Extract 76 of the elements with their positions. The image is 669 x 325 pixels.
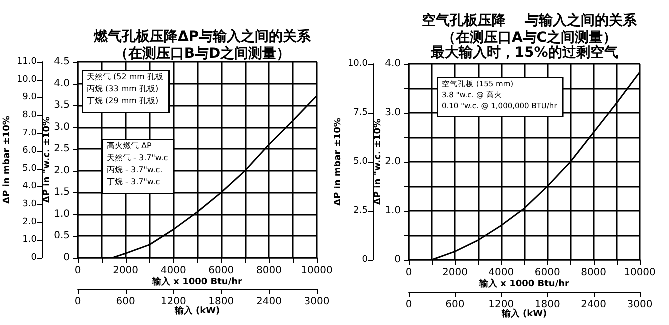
x2-tick-label: 1800: [208, 296, 234, 308]
y2-tick-label: 5.0: [354, 157, 368, 167]
x2-tick-label: 600: [116, 296, 136, 308]
y2-axis-title: ΔP in mbar ±10%: [2, 116, 12, 204]
annotation: 天然气 - 3.7"w.c: [107, 154, 168, 162]
y-tick-label: 2.5: [54, 144, 70, 155]
y2-tick-label: 2.0: [22, 217, 38, 228]
y-tick-label: 0.5: [54, 230, 70, 242]
text: 最大输入时，15%的过剩空气: [430, 44, 618, 61]
y2-tick-label: 2.5: [354, 206, 368, 216]
annotation: 丁烷 (29 mm 孔板): [87, 96, 159, 106]
y-tick-label: 1.0: [385, 206, 401, 216]
annotation: 丙烷 (33 mm 孔板): [87, 84, 159, 94]
x-tick-label: 0: [74, 266, 82, 276]
x2-tick-label: 1200: [488, 300, 514, 310]
x-tick-label: 2000: [442, 268, 468, 278]
y2-tick-label: 11.0: [16, 57, 38, 67]
y-tick-label: 1.0: [54, 208, 70, 220]
y2-tick-label: 5.0: [22, 164, 38, 174]
y-tick-label: 3.5: [54, 100, 70, 112]
x-tick-label: 6000: [208, 266, 234, 276]
y2-tick-label: 10.0: [348, 59, 368, 69]
x-tick-label: 0: [406, 268, 412, 278]
y-tick-label: 0: [64, 252, 70, 264]
x-tick-label: 8000: [256, 266, 282, 276]
x-tick-label: 4000: [488, 268, 514, 278]
y2-tick-label: 6.0: [22, 146, 38, 156]
x2-tick-label: 3000: [304, 296, 330, 308]
x-axis-title: 输入 x 1000 Btu/hr: [478, 278, 570, 290]
y-tick-label: 2.0: [54, 165, 70, 176]
x2-tick-label: 1800: [534, 300, 560, 310]
y2-tick-label: 0: [362, 255, 368, 265]
x2-tick-label: 2400: [256, 296, 282, 308]
annotation: 天然气 (52 mm 孔板: [87, 72, 164, 82]
annotation: 丁烷 - 3.7"w.c: [107, 178, 160, 186]
x2-tick-label: 0: [406, 300, 412, 310]
y2-tick-label: 7.5: [354, 108, 368, 118]
x2-tick-label: 0: [74, 296, 82, 308]
x-axis-title: 输入 x 1000 Btu/hr: [152, 276, 244, 288]
y2-tick-label: 1.0: [22, 235, 38, 246]
x-tick-label: 4000: [160, 266, 186, 276]
annotation: 高火燃气 ΔP: [107, 142, 152, 150]
y2-tick-label: 8.0: [22, 110, 38, 120]
y2-tick-label: 7.0: [22, 128, 38, 138]
chart-title: 空气孔板压降 与输入之间的关系: [422, 12, 638, 29]
chart-subtitle: （在测压口A与C之间测量）: [442, 29, 618, 46]
y2-tick-label: 0: [31, 253, 38, 263]
x2-tick-label: 1200: [160, 296, 186, 308]
x-tick-label: 6000: [534, 268, 560, 278]
x2-axis-title: 输入 (kW): [500, 308, 548, 320]
x2-tick-label: 3000: [627, 300, 653, 310]
y-tick-label: 1.5: [54, 187, 70, 198]
y2-tick-label: 10.0: [16, 74, 38, 85]
y-tick-label: 4.5: [54, 56, 70, 68]
annotation: 丙烷 - 3.7"w.c.: [107, 166, 163, 174]
y-axis-title: ΔP in "w.c. ±10%: [374, 118, 384, 206]
y-tick-label: 3.0: [385, 108, 401, 118]
y-axis-title: ΔP in "w.c. ±10%: [42, 116, 52, 204]
x-tick-label: 2000: [113, 266, 139, 276]
chart-subtitle: （在测压口B与D之间测量）: [114, 45, 291, 62]
y2-tick-label: 9.0: [22, 92, 38, 103]
y-tick-label: 4.0: [385, 58, 401, 70]
x-tick-label: 10000: [624, 268, 656, 278]
chart-title: 燃气孔板压降ΔP与输入之间的关系: [92, 28, 312, 45]
x-tick-label: 10000: [301, 266, 333, 276]
y-tick-label: 2.0: [385, 156, 401, 168]
y2-axis-title: ΔP in mbar ±10%: [334, 118, 344, 206]
x2-axis-title: 输入 (kW): [174, 306, 220, 316]
x2-tick-label: 600: [446, 300, 465, 310]
y-tick-label: 3.0: [54, 122, 70, 133]
x2-tick-label: 2400: [581, 300, 607, 310]
y-tick-label: 0: [394, 254, 401, 266]
y-tick-label: 4.0: [54, 78, 70, 90]
y2-tick-label: 4.0: [22, 182, 38, 192]
y2-tick-label: 3.0: [22, 200, 38, 210]
x-tick-label: 8000: [581, 268, 607, 278]
